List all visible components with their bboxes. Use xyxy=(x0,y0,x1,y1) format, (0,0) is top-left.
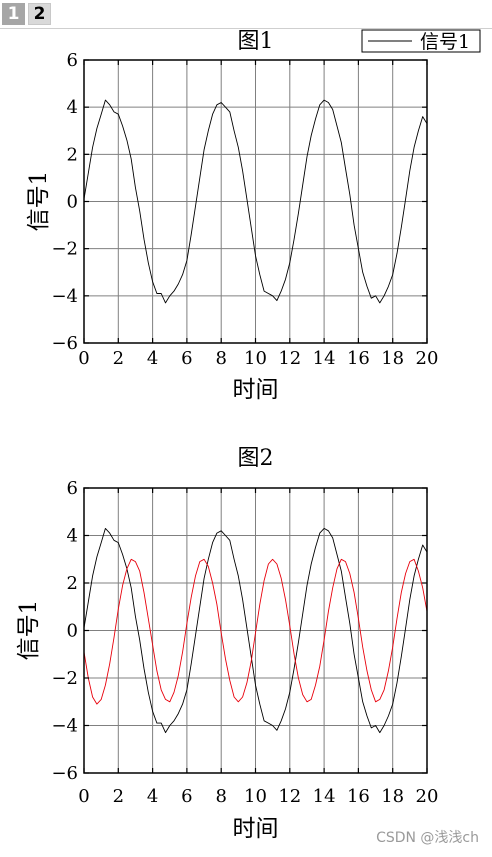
x-tick-label: 12 xyxy=(278,786,301,807)
x-tick-label: 2 xyxy=(113,786,124,807)
y-tick-label: −6 xyxy=(51,333,78,354)
figure-tab-2[interactable]: 2 xyxy=(28,3,51,25)
x-tick-label: 18 xyxy=(381,348,404,369)
x-tick-label: 14 xyxy=(313,348,336,369)
legend-box xyxy=(361,29,481,53)
legend-label: 信号1 xyxy=(420,31,470,53)
x-tick-label: 4 xyxy=(147,348,158,369)
y-tick-label: 2 xyxy=(67,144,78,165)
x-tick-label: 8 xyxy=(215,786,226,807)
x-tick-label: 8 xyxy=(215,348,226,369)
x-tick-label: 4 xyxy=(147,786,158,807)
y-tick-label: −2 xyxy=(51,239,78,260)
x-tick-label: 10 xyxy=(244,348,267,369)
x-axis-label: 时间 xyxy=(233,377,279,403)
y-tick-label: 2 xyxy=(67,573,78,594)
x-tick-label: 18 xyxy=(381,786,404,807)
x-tick-label: 10 xyxy=(244,786,267,807)
y-tick-label: −4 xyxy=(51,286,78,307)
x-tick-label: 0 xyxy=(78,786,89,807)
x-tick-label: 0 xyxy=(78,348,89,369)
y-tick-label: 4 xyxy=(67,526,78,547)
x-tick-label: 14 xyxy=(313,786,336,807)
y-tick-label: 0 xyxy=(67,192,78,213)
chart-title: 图2 xyxy=(238,446,274,471)
x-tick-label: 6 xyxy=(181,348,192,369)
x-tick-label: 20 xyxy=(416,786,439,807)
y-tick-label: −6 xyxy=(51,763,78,784)
x-tick-label: 16 xyxy=(347,786,370,807)
y-tick-label: −4 xyxy=(51,716,78,737)
series-line-1 xyxy=(83,99,428,304)
y-tick-label: 6 xyxy=(67,478,78,499)
series-line-2 xyxy=(83,558,428,705)
figure-tab-bar: 1 2 xyxy=(0,0,52,28)
x-tick-label: 20 xyxy=(416,348,439,369)
x-tick-label: 6 xyxy=(181,786,192,807)
watermark: CSDN @浅浅ch xyxy=(376,830,479,846)
series-line-1 xyxy=(83,527,428,734)
y-tick-label: 4 xyxy=(67,97,78,118)
chart-title: 图1 xyxy=(238,29,274,54)
y-tick-label: −2 xyxy=(51,668,78,689)
y-axis-label: 信号1 xyxy=(26,171,52,232)
x-axis-label: 时间 xyxy=(233,816,279,842)
y-axis-label: 信号1 xyxy=(16,600,42,661)
x-tick-label: 2 xyxy=(113,348,124,369)
figure-tab-1[interactable]: 1 xyxy=(2,3,25,25)
y-tick-label: 0 xyxy=(67,621,78,642)
x-tick-label: 12 xyxy=(278,348,301,369)
x-tick-label: 16 xyxy=(347,348,370,369)
y-tick-label: 6 xyxy=(67,50,78,71)
